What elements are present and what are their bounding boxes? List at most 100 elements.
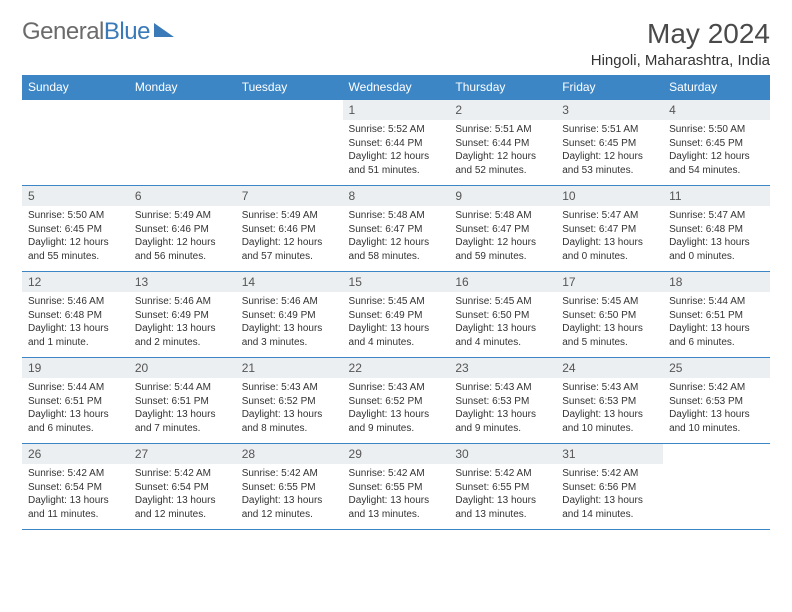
calendar-day-cell: 5Sunrise: 5:50 AMSunset: 6:45 PMDaylight… (22, 186, 129, 272)
calendar-table: SundayMondayTuesdayWednesdayThursdayFrid… (22, 75, 770, 530)
day-number: 26 (22, 444, 129, 464)
day-details: Sunrise: 5:46 AMSunset: 6:49 PMDaylight:… (129, 292, 236, 353)
calendar-day-cell: 22Sunrise: 5:43 AMSunset: 6:52 PMDayligh… (343, 358, 450, 444)
day-number: 20 (129, 358, 236, 378)
day-details: Sunrise: 5:42 AMSunset: 6:55 PMDaylight:… (449, 464, 556, 525)
day-number: 21 (236, 358, 343, 378)
day-number: 2 (449, 100, 556, 120)
calendar-day-cell: 1Sunrise: 5:52 AMSunset: 6:44 PMDaylight… (343, 100, 450, 186)
calendar-day-cell: 19Sunrise: 5:44 AMSunset: 6:51 PMDayligh… (22, 358, 129, 444)
calendar-day-cell: 26Sunrise: 5:42 AMSunset: 6:54 PMDayligh… (22, 444, 129, 530)
header: GeneralBlue May 2024 Hingoli, Maharashtr… (22, 18, 770, 69)
weekday-header: Wednesday (343, 75, 450, 100)
calendar-day-cell: 7Sunrise: 5:49 AMSunset: 6:46 PMDaylight… (236, 186, 343, 272)
day-number: 12 (22, 272, 129, 292)
day-number: 5 (22, 186, 129, 206)
calendar-week-row: 1Sunrise: 5:52 AMSunset: 6:44 PMDaylight… (22, 100, 770, 186)
calendar-week-row: 19Sunrise: 5:44 AMSunset: 6:51 PMDayligh… (22, 358, 770, 444)
day-number: 10 (556, 186, 663, 206)
day-number: 11 (663, 186, 770, 206)
day-details: Sunrise: 5:50 AMSunset: 6:45 PMDaylight:… (663, 120, 770, 181)
day-number: 15 (343, 272, 450, 292)
day-number: 23 (449, 358, 556, 378)
day-details: Sunrise: 5:49 AMSunset: 6:46 PMDaylight:… (129, 206, 236, 267)
day-number: 22 (343, 358, 450, 378)
calendar-day-cell: 16Sunrise: 5:45 AMSunset: 6:50 PMDayligh… (449, 272, 556, 358)
calendar-day-cell: 21Sunrise: 5:43 AMSunset: 6:52 PMDayligh… (236, 358, 343, 444)
calendar-day-cell: 15Sunrise: 5:45 AMSunset: 6:49 PMDayligh… (343, 272, 450, 358)
weekday-header: Saturday (663, 75, 770, 100)
day-details: Sunrise: 5:42 AMSunset: 6:54 PMDaylight:… (22, 464, 129, 525)
calendar-day-cell: 10Sunrise: 5:47 AMSunset: 6:47 PMDayligh… (556, 186, 663, 272)
day-details: Sunrise: 5:42 AMSunset: 6:54 PMDaylight:… (129, 464, 236, 525)
calendar-day-cell: 18Sunrise: 5:44 AMSunset: 6:51 PMDayligh… (663, 272, 770, 358)
day-details: Sunrise: 5:42 AMSunset: 6:53 PMDaylight:… (663, 378, 770, 439)
calendar-day-cell: 30Sunrise: 5:42 AMSunset: 6:55 PMDayligh… (449, 444, 556, 530)
brand-part1: General (22, 18, 104, 46)
day-details: Sunrise: 5:44 AMSunset: 6:51 PMDaylight:… (663, 292, 770, 353)
calendar-day-cell: 23Sunrise: 5:43 AMSunset: 6:53 PMDayligh… (449, 358, 556, 444)
calendar-day-cell: 2Sunrise: 5:51 AMSunset: 6:44 PMDaylight… (449, 100, 556, 186)
calendar-week-row: 5Sunrise: 5:50 AMSunset: 6:45 PMDaylight… (22, 186, 770, 272)
calendar-day-cell: 4Sunrise: 5:50 AMSunset: 6:45 PMDaylight… (663, 100, 770, 186)
day-number: 7 (236, 186, 343, 206)
day-details: Sunrise: 5:45 AMSunset: 6:50 PMDaylight:… (556, 292, 663, 353)
calendar-day-cell (236, 100, 343, 186)
day-number: 24 (556, 358, 663, 378)
day-details: Sunrise: 5:45 AMSunset: 6:50 PMDaylight:… (449, 292, 556, 353)
day-number: 29 (343, 444, 450, 464)
day-number: 16 (449, 272, 556, 292)
day-details: Sunrise: 5:46 AMSunset: 6:48 PMDaylight:… (22, 292, 129, 353)
day-number: 6 (129, 186, 236, 206)
calendar-day-cell: 3Sunrise: 5:51 AMSunset: 6:45 PMDaylight… (556, 100, 663, 186)
calendar-day-cell (22, 100, 129, 186)
weekday-header: Sunday (22, 75, 129, 100)
day-details: Sunrise: 5:51 AMSunset: 6:45 PMDaylight:… (556, 120, 663, 181)
calendar-day-cell: 17Sunrise: 5:45 AMSunset: 6:50 PMDayligh… (556, 272, 663, 358)
brand-part2: Blue (104, 18, 150, 46)
location-label: Hingoli, Maharashtra, India (591, 52, 770, 69)
day-number: 8 (343, 186, 450, 206)
calendar-day-cell: 25Sunrise: 5:42 AMSunset: 6:53 PMDayligh… (663, 358, 770, 444)
calendar-week-row: 12Sunrise: 5:46 AMSunset: 6:48 PMDayligh… (22, 272, 770, 358)
day-details: Sunrise: 5:48 AMSunset: 6:47 PMDaylight:… (343, 206, 450, 267)
calendar-day-cell: 9Sunrise: 5:48 AMSunset: 6:47 PMDaylight… (449, 186, 556, 272)
brand-logo: GeneralBlue (22, 18, 174, 46)
day-number: 25 (663, 358, 770, 378)
day-details: Sunrise: 5:44 AMSunset: 6:51 PMDaylight:… (22, 378, 129, 439)
weekday-header: Friday (556, 75, 663, 100)
brand-triangle-icon (154, 23, 174, 37)
day-number: 4 (663, 100, 770, 120)
calendar-day-cell: 12Sunrise: 5:46 AMSunset: 6:48 PMDayligh… (22, 272, 129, 358)
calendar-day-cell: 29Sunrise: 5:42 AMSunset: 6:55 PMDayligh… (343, 444, 450, 530)
calendar-day-cell: 27Sunrise: 5:42 AMSunset: 6:54 PMDayligh… (129, 444, 236, 530)
calendar-day-cell: 14Sunrise: 5:46 AMSunset: 6:49 PMDayligh… (236, 272, 343, 358)
day-details: Sunrise: 5:45 AMSunset: 6:49 PMDaylight:… (343, 292, 450, 353)
day-details: Sunrise: 5:44 AMSunset: 6:51 PMDaylight:… (129, 378, 236, 439)
day-details: Sunrise: 5:47 AMSunset: 6:47 PMDaylight:… (556, 206, 663, 267)
day-details: Sunrise: 5:51 AMSunset: 6:44 PMDaylight:… (449, 120, 556, 181)
calendar-week-row: 26Sunrise: 5:42 AMSunset: 6:54 PMDayligh… (22, 444, 770, 530)
day-details: Sunrise: 5:43 AMSunset: 6:52 PMDaylight:… (236, 378, 343, 439)
day-details: Sunrise: 5:49 AMSunset: 6:46 PMDaylight:… (236, 206, 343, 267)
day-details: Sunrise: 5:47 AMSunset: 6:48 PMDaylight:… (663, 206, 770, 267)
calendar-day-cell (663, 444, 770, 530)
calendar-day-cell: 8Sunrise: 5:48 AMSunset: 6:47 PMDaylight… (343, 186, 450, 272)
day-number: 31 (556, 444, 663, 464)
day-details: Sunrise: 5:50 AMSunset: 6:45 PMDaylight:… (22, 206, 129, 267)
weekday-header: Tuesday (236, 75, 343, 100)
day-number: 14 (236, 272, 343, 292)
month-title: May 2024 (591, 18, 770, 50)
day-details: Sunrise: 5:46 AMSunset: 6:49 PMDaylight:… (236, 292, 343, 353)
day-details: Sunrise: 5:43 AMSunset: 6:53 PMDaylight:… (449, 378, 556, 439)
calendar-day-cell: 13Sunrise: 5:46 AMSunset: 6:49 PMDayligh… (129, 272, 236, 358)
day-number: 30 (449, 444, 556, 464)
day-number: 13 (129, 272, 236, 292)
day-number: 18 (663, 272, 770, 292)
day-details: Sunrise: 5:48 AMSunset: 6:47 PMDaylight:… (449, 206, 556, 267)
day-number: 19 (22, 358, 129, 378)
calendar-day-cell (129, 100, 236, 186)
day-details: Sunrise: 5:42 AMSunset: 6:55 PMDaylight:… (343, 464, 450, 525)
day-number: 3 (556, 100, 663, 120)
calendar-day-cell: 6Sunrise: 5:49 AMSunset: 6:46 PMDaylight… (129, 186, 236, 272)
